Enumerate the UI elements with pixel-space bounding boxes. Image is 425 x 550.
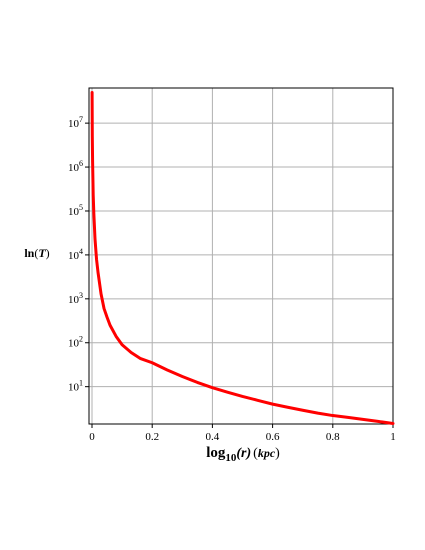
x-tick-label: 1 bbox=[390, 431, 396, 443]
y-tick-label: 106 bbox=[68, 159, 83, 174]
grid bbox=[89, 88, 394, 424]
x-tick-label: 0 bbox=[89, 431, 95, 443]
x-label-unit-open: ( bbox=[253, 446, 258, 461]
x-label-unit: kpc bbox=[258, 446, 276, 460]
y-label-arg: T bbox=[38, 246, 46, 260]
y-label-fn: ln bbox=[24, 246, 34, 260]
series-line bbox=[90, 90, 395, 425]
y-axis-ticks: 101 102 103 104 105 106 107 bbox=[68, 115, 89, 394]
x-tick-label: 0.4 bbox=[206, 431, 220, 443]
y-tick-label: 102 bbox=[68, 335, 83, 350]
x-tick-label: 0.8 bbox=[326, 431, 340, 443]
x-label-log: log bbox=[206, 445, 226, 461]
x-label-unit-close: ) bbox=[275, 446, 280, 461]
plot-frame bbox=[88, 87, 394, 425]
y-axis-label: ln(T) bbox=[24, 246, 49, 260]
y-tick-label: 107 bbox=[68, 115, 83, 130]
y-tick-label: 105 bbox=[68, 203, 83, 218]
y-label-open: ( bbox=[34, 246, 38, 260]
x-tick-label: 0.6 bbox=[266, 431, 280, 443]
x-axis-label: log10(r) (kpc) bbox=[206, 445, 280, 464]
x-label-base: 10 bbox=[225, 452, 237, 464]
y-tick-label: 104 bbox=[68, 247, 83, 262]
y-label-close: ) bbox=[46, 246, 50, 260]
x-tick-label: 0.2 bbox=[145, 431, 159, 443]
x-axis-ticks: 0 0.2 0.4 0.6 0.8 1 bbox=[89, 424, 396, 443]
y-tick-label: 101 bbox=[68, 379, 83, 394]
x-label-arg: (r) bbox=[236, 446, 251, 461]
y-tick-label: 103 bbox=[68, 291, 83, 306]
